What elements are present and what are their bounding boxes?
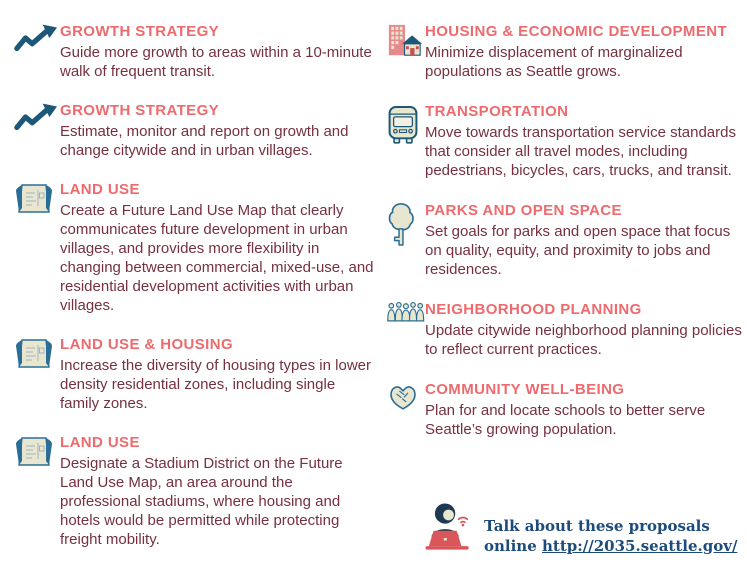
people-group-icon — [386, 300, 425, 323]
trend-arrow-icon — [14, 101, 60, 132]
list-item: PARKS AND OPEN SPACE Set goals for parks… — [386, 201, 747, 279]
item-text: NEIGHBORHOOD PLANNING Update citywide ne… — [425, 300, 747, 359]
list-item: LAND USE Create a Future Land Use Map th… — [14, 180, 386, 315]
item-body: Increase the diversity of housing types … — [60, 357, 371, 412]
item-body: Estimate, monitor and report on growth a… — [60, 123, 349, 159]
item-heading: HOUSING & ECONOMIC DEVELOPMENT — [425, 23, 728, 40]
tree-icon — [386, 201, 425, 247]
item-body: Designate a Stadium District on the Futu… — [60, 455, 343, 548]
item-heading: TRANSPORTATION — [425, 103, 569, 120]
item-heading: LAND USE — [60, 181, 140, 198]
item-text: PARKS AND OPEN SPACE Set goals for parks… — [425, 201, 747, 279]
list-item: GROWTH STRATEGY Guide more growth to are… — [14, 22, 386, 81]
item-text: GROWTH STRATEGY Guide more growth to are… — [60, 22, 386, 81]
item-text: LAND USE Designate a Stadium District on… — [60, 433, 386, 549]
list-item: HOUSING & ECONOMIC DEVELOPMENT Minimize … — [386, 22, 747, 81]
map-icon — [14, 180, 60, 216]
map-icon — [14, 433, 60, 469]
item-heading: GROWTH STRATEGY — [60, 102, 220, 119]
item-text: LAND USE & HOUSING Increase the diversit… — [60, 335, 386, 413]
item-body: Minimize displacement of marginalized po… — [425, 44, 683, 80]
cta-block: Talk about these proposals online http:/… — [422, 502, 747, 556]
item-heading: PARKS AND OPEN SPACE — [425, 202, 622, 219]
item-heading: COMMUNITY WELL-BEING — [425, 381, 625, 398]
item-text: COMMUNITY WELL-BEING Plan for and locate… — [425, 380, 747, 439]
list-item: TRANSPORTATION Move towards transportati… — [386, 102, 747, 180]
building-house-icon — [386, 22, 425, 59]
list-item: GROWTH STRATEGY Estimate, monitor and re… — [14, 101, 386, 160]
item-body: Create a Future Land Use Map that clearl… — [60, 202, 374, 314]
bus-icon — [386, 102, 425, 145]
cta-line1: Talk about these proposals — [484, 517, 710, 535]
map-icon — [14, 335, 60, 371]
item-heading: LAND USE & HOUSING — [60, 336, 234, 353]
cta-text: Talk about these proposals online http:/… — [484, 502, 737, 556]
item-body: Move towards transportation service stan… — [425, 124, 736, 179]
handshake-icon — [386, 380, 425, 412]
person-laptop-icon — [422, 502, 478, 550]
cta-line2-prefix: online — [484, 537, 542, 555]
item-text: HOUSING & ECONOMIC DEVELOPMENT Minimize … — [425, 22, 747, 81]
item-heading: LAND USE — [60, 434, 140, 451]
list-item: COMMUNITY WELL-BEING Plan for and locate… — [386, 380, 747, 439]
trend-arrow-icon — [14, 22, 60, 53]
left-column: GROWTH STRATEGY Guide more growth to are… — [14, 22, 386, 569]
item-heading: GROWTH STRATEGY — [60, 23, 220, 40]
item-body: Guide more growth to areas within a 10-m… — [60, 44, 372, 80]
item-body: Set goals for parks and open space that … — [425, 223, 731, 278]
item-text: LAND USE Create a Future Land Use Map th… — [60, 180, 386, 315]
list-item: NEIGHBORHOOD PLANNING Update citywide ne… — [386, 300, 747, 359]
list-item: LAND USE Designate a Stadium District on… — [14, 433, 386, 549]
cta-link[interactable]: http://2035.seattle.gov/ — [541, 537, 738, 555]
item-heading: NEIGHBORHOOD PLANNING — [425, 301, 642, 318]
item-body: Plan for and locate schools to better se… — [425, 402, 706, 438]
item-body: Update citywide neighborhood planning po… — [425, 322, 742, 358]
right-column: HOUSING & ECONOMIC DEVELOPMENT Minimize … — [386, 22, 747, 569]
item-text: TRANSPORTATION Move towards transportati… — [425, 102, 747, 180]
list-item: LAND USE & HOUSING Increase the diversit… — [14, 335, 386, 413]
item-text: GROWTH STRATEGY Estimate, monitor and re… — [60, 101, 386, 160]
